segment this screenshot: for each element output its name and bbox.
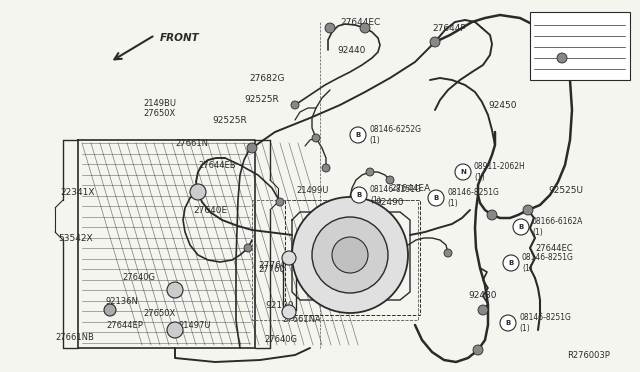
Circle shape bbox=[557, 53, 567, 63]
Circle shape bbox=[478, 305, 488, 315]
Circle shape bbox=[366, 168, 374, 176]
Circle shape bbox=[360, 23, 370, 33]
Circle shape bbox=[282, 251, 296, 265]
Text: 92136N: 92136N bbox=[106, 298, 139, 307]
Circle shape bbox=[386, 176, 394, 184]
Text: 27644EC: 27644EC bbox=[535, 244, 573, 253]
Text: 27644P: 27644P bbox=[432, 23, 466, 32]
Circle shape bbox=[444, 249, 452, 257]
Text: 21497U: 21497U bbox=[178, 321, 211, 330]
Circle shape bbox=[276, 198, 284, 206]
Text: FRONT: FRONT bbox=[160, 33, 200, 43]
Text: 08146-6252G
(1): 08146-6252G (1) bbox=[369, 125, 421, 145]
Text: SEE SEC274: SEE SEC274 bbox=[310, 269, 360, 278]
Text: 2149BU: 2149BU bbox=[143, 99, 176, 108]
Circle shape bbox=[487, 210, 497, 220]
Text: 22341X: 22341X bbox=[60, 187, 95, 196]
Text: 27640G: 27640G bbox=[122, 273, 155, 282]
Text: 27640E: 27640E bbox=[193, 205, 227, 215]
Circle shape bbox=[322, 164, 330, 172]
Text: 27760: 27760 bbox=[258, 260, 287, 269]
Text: 92450: 92450 bbox=[488, 100, 516, 109]
Text: 27661NB: 27661NB bbox=[55, 334, 94, 343]
Circle shape bbox=[513, 219, 529, 235]
Text: 27644EA: 27644EA bbox=[390, 183, 430, 192]
Text: 27650X: 27650X bbox=[143, 109, 175, 118]
Text: 27644EB: 27644EB bbox=[198, 160, 236, 170]
Text: 27682G: 27682G bbox=[249, 74, 285, 83]
Text: 27000X: 27000X bbox=[556, 13, 591, 22]
Circle shape bbox=[428, 190, 444, 206]
Text: 08146-8251G
(1): 08146-8251G (1) bbox=[522, 253, 574, 273]
Text: B: B bbox=[356, 192, 362, 198]
FancyBboxPatch shape bbox=[530, 12, 630, 80]
Text: 92490: 92490 bbox=[375, 198, 403, 206]
Circle shape bbox=[455, 164, 471, 180]
Circle shape bbox=[325, 23, 335, 33]
Text: 27644P: 27644P bbox=[340, 260, 372, 269]
Text: 27661N: 27661N bbox=[175, 138, 208, 148]
Text: 92525R: 92525R bbox=[244, 94, 279, 103]
Text: 08166-6162A
(1): 08166-6162A (1) bbox=[532, 217, 584, 237]
Text: 08911-2062H
(1): 08911-2062H (1) bbox=[474, 162, 525, 182]
Text: 92525U: 92525U bbox=[548, 186, 583, 195]
Circle shape bbox=[473, 345, 483, 355]
Circle shape bbox=[291, 101, 299, 109]
Circle shape bbox=[312, 217, 388, 293]
Text: 92525R: 92525R bbox=[212, 115, 247, 125]
Text: B: B bbox=[355, 132, 360, 138]
Circle shape bbox=[292, 197, 408, 313]
Circle shape bbox=[282, 305, 296, 319]
Text: B: B bbox=[518, 224, 524, 230]
Circle shape bbox=[332, 237, 368, 273]
Circle shape bbox=[247, 143, 257, 153]
Text: 27644EC: 27644EC bbox=[340, 17, 380, 26]
Text: 27650X: 27650X bbox=[143, 310, 175, 318]
Text: 53542X: 53542X bbox=[58, 234, 93, 243]
Circle shape bbox=[350, 127, 366, 143]
Text: 92100: 92100 bbox=[265, 301, 294, 310]
Text: B: B bbox=[433, 195, 438, 201]
Text: 27640G: 27640G bbox=[264, 336, 297, 344]
Text: 27644EP: 27644EP bbox=[106, 321, 143, 330]
Circle shape bbox=[503, 255, 519, 271]
Circle shape bbox=[167, 322, 183, 338]
Text: 92480: 92480 bbox=[468, 292, 497, 301]
Text: 08146-8251G
(1): 08146-8251G (1) bbox=[447, 188, 499, 208]
Circle shape bbox=[523, 205, 533, 215]
Circle shape bbox=[500, 315, 516, 331]
Text: N: N bbox=[460, 169, 466, 175]
Circle shape bbox=[430, 37, 440, 47]
Text: R276003P: R276003P bbox=[567, 352, 610, 360]
Text: 08146-8251G
(1): 08146-8251G (1) bbox=[519, 313, 571, 333]
Text: B: B bbox=[508, 260, 514, 266]
Circle shape bbox=[167, 282, 183, 298]
Text: 92440: 92440 bbox=[337, 45, 365, 55]
Circle shape bbox=[104, 304, 116, 316]
Circle shape bbox=[351, 187, 367, 203]
Text: 21499U: 21499U bbox=[296, 186, 328, 195]
Text: B: B bbox=[506, 320, 511, 326]
Circle shape bbox=[244, 244, 252, 252]
Circle shape bbox=[190, 184, 206, 200]
Text: 27760: 27760 bbox=[258, 265, 285, 274]
Text: 27661NA: 27661NA bbox=[282, 315, 321, 324]
Text: 08146-8251G
(1): 08146-8251G (1) bbox=[370, 185, 422, 205]
Circle shape bbox=[312, 134, 320, 142]
